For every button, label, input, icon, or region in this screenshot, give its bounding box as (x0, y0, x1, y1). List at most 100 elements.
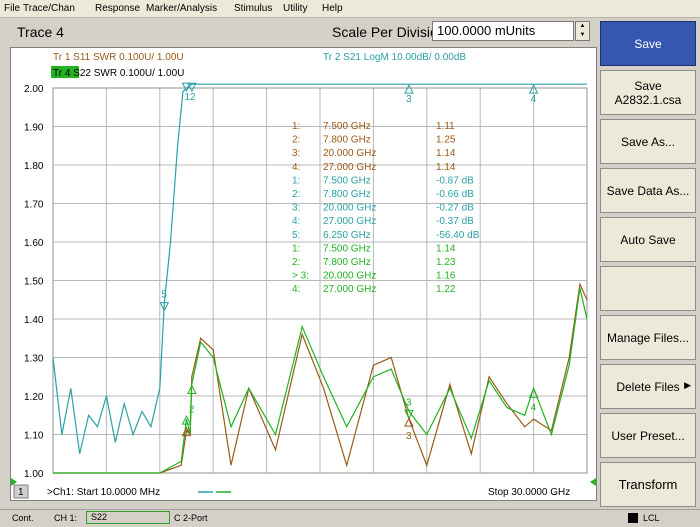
y-tick-label: 1.50 (24, 277, 44, 288)
trace-label-tr2: Tr 2 S21 LogM 10.00dB/ 0.00dB (323, 52, 466, 63)
marker-num: 2: (292, 135, 300, 146)
softkey-delete-files[interactable]: Delete Files ▶ (600, 364, 696, 409)
y-tick-label: 2.00 (24, 84, 44, 95)
marker-value: -0.87 dB (436, 175, 474, 186)
marker-triangle (404, 409, 414, 420)
marker-value: 1.14 (436, 148, 456, 159)
menu-bar: File Trace/Chan Response Marker/Analysis… (0, 0, 700, 18)
status-indicator-icon (628, 513, 638, 523)
marker-triangle (528, 84, 539, 94)
marker-triangle (181, 414, 192, 425)
marker-freq: 20.000 GHz (323, 148, 376, 159)
softkey-manage-files[interactable]: Manage Files... (600, 315, 696, 360)
stepper-down-icon[interactable]: ▼ (579, 32, 586, 38)
stepper-up-icon[interactable]: ▲ (579, 23, 586, 29)
y-tick-label: 1.30 (24, 354, 44, 365)
marker-freq: 7.500 GHz (323, 121, 371, 132)
left-edge-marker-icon (11, 478, 17, 486)
marker-num: > 3: (292, 271, 309, 282)
softkey-label: Delete Files (616, 379, 680, 394)
trace-lines (52, 83, 588, 474)
marker-value: -0.66 dB (436, 189, 474, 200)
softkey-label: Save (634, 78, 662, 93)
marker-num: 4: (292, 162, 300, 173)
marker-freq: 27.000 GHz (323, 216, 376, 227)
marker-freq: 27.000 GHz (323, 284, 376, 295)
y-tick-label: 1.70 (24, 200, 44, 211)
marker-freq: 20.000 GHz (323, 203, 376, 214)
marker-readout-table: 1: 7.500 GHz 1.11 2: 7.800 GHz 1.25 3: 20.000 G… (292, 121, 480, 295)
y-tick-label: 1.80 (24, 161, 44, 172)
series-line-2 (52, 83, 587, 454)
measured-parameter: S22 (86, 511, 170, 524)
menu-help[interactable]: Help (322, 3, 343, 14)
menu-marker-analysis[interactable]: Marker/Analysis (146, 3, 218, 14)
chart-grid (52, 87, 588, 474)
menu-trace-chan[interactable]: Trace/Chan (23, 3, 75, 14)
softkey-panel: Save Save A2832.1.csa Save As... Save Data A… (597, 18, 700, 508)
softkey-save[interactable]: Save (600, 21, 696, 66)
status-bar: Cont. CH 1: S22 C 2-Port LCL (0, 509, 700, 527)
marker-value: 1.14 (436, 243, 456, 254)
softkey-label: Manage Files... (606, 330, 690, 345)
series-line-1 (53, 288, 588, 474)
marker-label: 2 (189, 404, 195, 415)
scale-stepper[interactable]: ▲ ▼ (575, 21, 590, 41)
channel-number-box[interactable] (13, 484, 29, 499)
scale-per-division-input[interactable]: 100.0000 mUnits (432, 21, 574, 41)
softkey-label: Save (634, 36, 662, 51)
softkey-save-as[interactable]: Save As... (600, 119, 696, 164)
softkey-save-data-as[interactable]: Save Data As... (600, 168, 696, 213)
marker-value: -0.37 dB (436, 216, 474, 227)
stop-frequency: Stop 30.0000 GHz (488, 487, 570, 498)
marker-label: 4 (531, 94, 537, 105)
marker-freq: 27.000 GHz (323, 162, 376, 173)
y-tick-label: 1.90 (24, 123, 44, 134)
menu-utility[interactable]: Utility (283, 3, 308, 14)
softkey-label: Auto Save (620, 232, 676, 247)
menu-file[interactable]: File (4, 3, 21, 14)
y-tick-labels: 2.00 1.90 1.80 1.70 1.60 1.50 1.40 1.30 1.20 1.10… (24, 84, 44, 480)
softkey-blank[interactable] (600, 266, 696, 311)
softkey-label: Save As... (620, 134, 676, 149)
marker-num: 4: (292, 216, 300, 227)
marker-freq: 7.800 GHz (323, 257, 371, 268)
measurement-chart[interactable]: 2.00 1.90 1.80 1.70 1.60 1.50 1.40 1.30 1.20 1.10… (10, 47, 597, 501)
marker-triangle (181, 426, 192, 437)
softkey-auto-save[interactable]: Auto Save (600, 217, 696, 262)
softkey-transform[interactable]: Transform (600, 462, 696, 507)
toolbar: Trace 4 Scale Per Division 100.0000 mUni… (0, 18, 597, 46)
y-tick-label: 1.10 (24, 431, 44, 442)
softkey-user-preset[interactable]: User Preset... (600, 413, 696, 458)
menu-stimulus[interactable]: Stimulus (234, 3, 273, 14)
softkey-sublabel: A2832.1.csa (614, 92, 682, 107)
marker-value: 1.14 (436, 162, 456, 173)
marker-freq: 7.800 GHz (323, 189, 371, 200)
marker-value: -0.27 dB (436, 203, 474, 214)
active-trace-title: Trace 4 (17, 24, 64, 40)
marker-freq: 6.250 GHz (323, 230, 371, 241)
marker-value: 1.25 (436, 135, 456, 146)
marker-label: 4 (531, 402, 537, 413)
channel-number: 1 (18, 487, 24, 498)
y-tick-label: 1.20 (24, 392, 44, 403)
marker-triangle (187, 384, 197, 394)
marker-value: 1.16 (436, 271, 456, 282)
marker-label: 3 (406, 397, 412, 408)
y-tick-label: 1.40 (24, 315, 44, 326)
marker-label: 3 (406, 431, 412, 442)
softkey-label: Transform (618, 477, 678, 492)
softkey-save-file[interactable]: Save A2832.1.csa (600, 70, 696, 115)
marker-freq: 7.500 GHz (323, 175, 371, 186)
sweep-mode: Cont. (12, 513, 34, 523)
softkey-label: User Preset... (611, 428, 685, 443)
marker-freq: 7.800 GHz (323, 135, 371, 146)
chart-canvas: 2.00 1.90 1.80 1.70 1.60 1.50 1.40 1.30 1.20 1.10… (11, 52, 596, 499)
marker-triangle (404, 416, 414, 427)
marker-freq: 20.000 GHz (323, 271, 376, 282)
menu-response[interactable]: Response (95, 3, 141, 14)
start-frequency: >Ch1: Start 10.0000 MHz (47, 487, 160, 498)
scale-per-division-label: Scale Per Division (332, 24, 446, 40)
right-edge-marker-icon (590, 478, 596, 486)
marker-num: 4: (292, 284, 300, 295)
